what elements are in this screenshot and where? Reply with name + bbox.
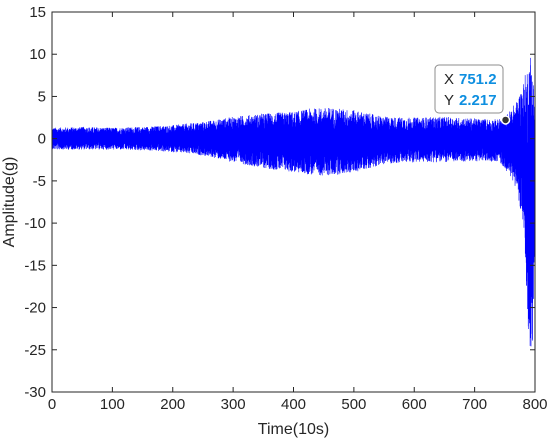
y-tick-label: -20 [24,300,46,317]
x-tick-label: 600 [402,396,427,413]
x-tick-label: 100 [100,396,125,413]
x-tick-labels: 0 100 200 300 400 500 600 700 800 [48,396,548,413]
datatip-y-value: 2.217 [459,92,497,109]
y-tick-label: -5 [33,173,46,190]
y-tick-labels: 15 10 5 0 -5 -10 -15 -20 -25 -30 [24,4,46,401]
x-tick-label: 200 [160,396,185,413]
signal-trace-layer [51,57,536,347]
x-axis-label: Time(10s) [258,421,329,438]
y-tick-label: -10 [24,215,46,232]
y-tick-label: 15 [29,4,46,21]
x-tick-label: 0 [48,396,56,413]
x-tick-label: 500 [341,396,366,413]
x-tick-label: 700 [462,396,487,413]
x-tick-label: 400 [281,396,306,413]
datatip-marker[interactable] [500,115,511,125]
datatip[interactable]: X 751.2 Y 2.217 [434,64,511,125]
x-tick-label: 300 [221,396,246,413]
signal-trace [51,57,536,347]
datatip-y-label: Y [444,92,454,109]
y-tick-label: -25 [24,342,46,359]
tick-marks [51,11,536,393]
datatip-x-label: X [444,71,454,88]
y-tick-label: 10 [29,46,46,63]
y-tick-label: 5 [38,88,46,105]
y-axis-label: Amplitude(g) [1,157,18,248]
datatip-x-value: 751.2 [459,71,497,88]
y-tick-label: -30 [24,384,46,401]
y-tick-label: 0 [38,131,46,148]
datatip-box [434,64,504,114]
y-tick-label: -15 [24,257,46,274]
x-tick-label: 800 [522,396,547,413]
